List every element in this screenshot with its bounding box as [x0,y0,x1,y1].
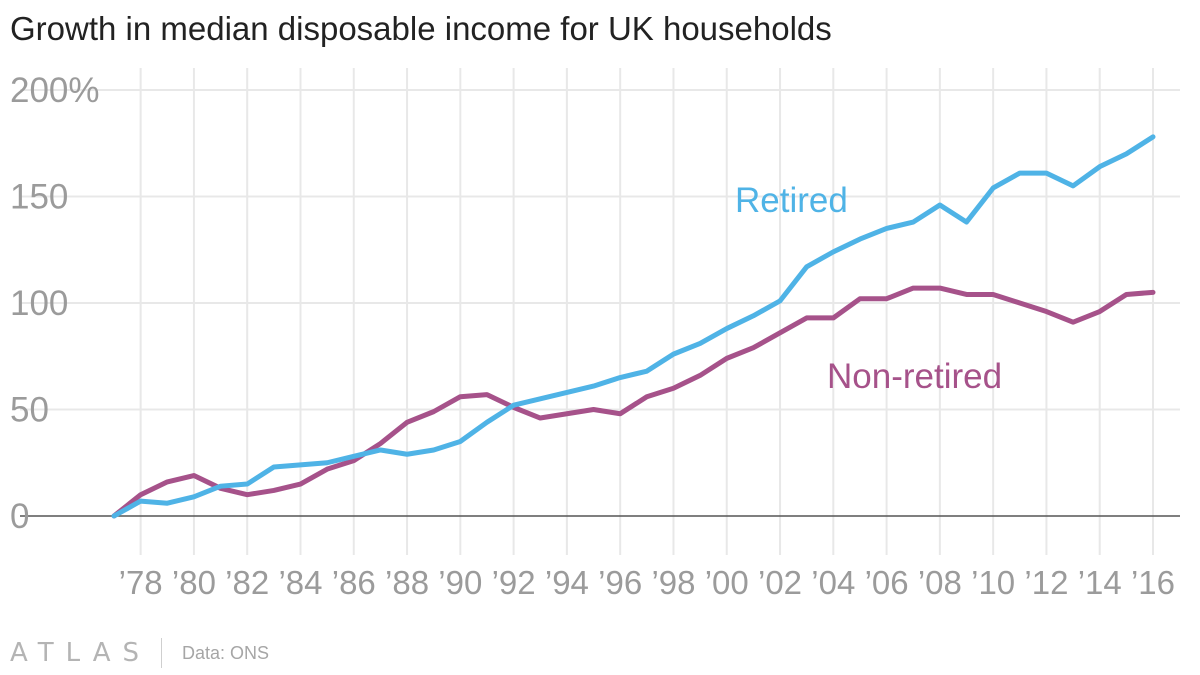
x-tick-label: ’16 [1131,564,1175,601]
x-tick-label: ’14 [1078,564,1122,601]
y-tick-label: 200% [10,71,100,110]
chart-title: Growth in median disposable income for U… [10,10,832,47]
footer-divider [161,638,163,668]
footer: ATLAS Data: ONS [10,633,269,673]
x-tick-label: ’90 [438,564,482,601]
series [111,134,1156,519]
x-tick-label: ’10 [971,564,1015,601]
x-tick-label: ’08 [918,564,962,601]
non-retired-series-line [111,285,1156,519]
x-tick-label: ’12 [1024,564,1068,601]
data-source: Data: ONS [182,642,270,663]
annotations: Retired Non-retired [735,181,1002,396]
y-tick-label: 100 [10,284,68,323]
non-retired-series-label: Non-retired [827,357,1002,396]
x-tick-label: ’00 [705,564,749,601]
retired-series-label: Retired [735,181,848,220]
y-tick-label: 150 [10,178,68,217]
x-tick-label: ’80 [172,564,216,601]
y-axis-labels: 0 50 100 150 200% [10,71,100,536]
x-tick-label: ’06 [865,564,909,601]
x-tick-label: ’78 [119,564,163,601]
grid [20,68,1180,555]
x-tick-label: ’96 [598,564,642,601]
x-tick-label: ’92 [492,564,536,601]
x-tick-label: ’04 [811,564,855,601]
atlas-logo: ATLAS [10,638,152,668]
x-tick-label: ’86 [332,564,376,601]
x-tick-label: ’98 [651,564,695,601]
y-tick-label: 0 [10,497,29,536]
y-tick-label: 50 [10,391,49,430]
x-tick-label: ’82 [225,564,269,601]
retired-series-line [111,134,1156,519]
x-tick-label: ’84 [278,564,322,601]
x-tick-label: ’94 [545,564,589,601]
x-tick-label: ’02 [758,564,802,601]
x-tick-label: ’88 [385,564,429,601]
x-axis-labels: ’78’80’82’84’86’88’90’92’94’96’98’00’02’… [119,564,1175,601]
